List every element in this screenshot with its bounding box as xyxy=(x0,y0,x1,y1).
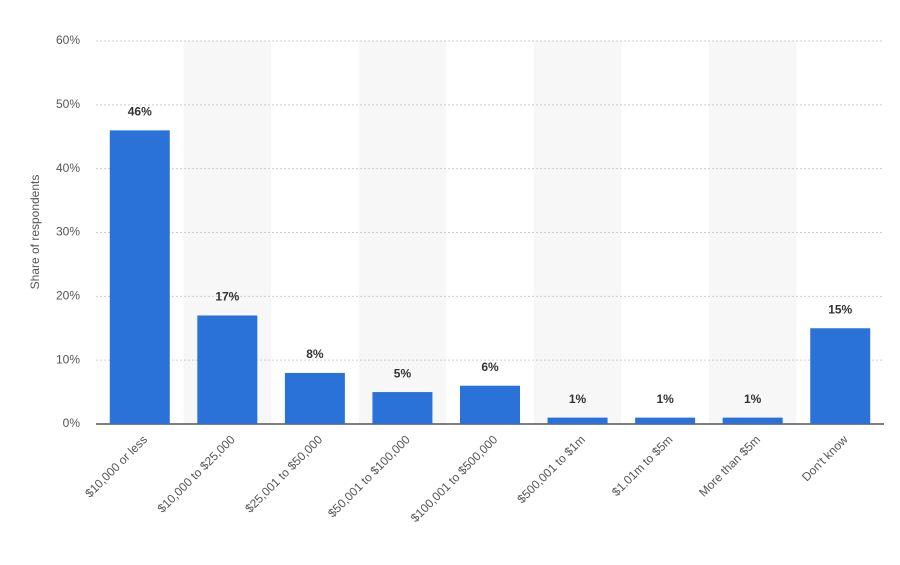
value-label: 15% xyxy=(828,302,852,316)
y-tick-label: 60% xyxy=(56,33,80,47)
bar xyxy=(810,328,871,424)
value-label: 6% xyxy=(481,360,499,374)
y-tick-label: 20% xyxy=(56,289,80,303)
bar xyxy=(722,417,783,424)
x-tick-label: $25,001 to $50,000 xyxy=(242,432,325,515)
value-label: 17% xyxy=(215,290,239,304)
x-tick-label: $10,000 or less xyxy=(82,432,150,500)
bar xyxy=(109,130,170,424)
y-axis-title: Share of respondents xyxy=(28,175,42,290)
x-tick-label: More than $5m xyxy=(696,432,763,499)
y-tick-label: 50% xyxy=(56,97,80,111)
value-label: 5% xyxy=(394,366,412,380)
value-label: 1% xyxy=(656,392,674,406)
x-tick-label: $50,001 to $100,000 xyxy=(325,432,413,520)
bar xyxy=(635,417,696,424)
y-tick-label: 30% xyxy=(56,225,80,239)
y-tick-label: 0% xyxy=(63,416,81,430)
value-label: 1% xyxy=(569,392,587,406)
x-tick-label: $500,001 to $1m xyxy=(514,432,588,506)
x-tick-label: Don't know xyxy=(799,432,851,484)
x-tick-label: $10,000 to $25,000 xyxy=(155,432,238,515)
y-tick-label: 40% xyxy=(56,161,80,175)
bar xyxy=(460,385,520,424)
y-tick-label: 10% xyxy=(56,352,80,366)
value-label: 1% xyxy=(744,392,762,406)
x-tick-label: $1.01m to $5m xyxy=(609,432,676,499)
bar xyxy=(372,392,433,424)
value-label: 8% xyxy=(306,347,324,361)
bar xyxy=(547,417,608,424)
bar xyxy=(197,315,258,424)
x-tick-label: $100,001 to $500,000 xyxy=(408,432,501,525)
value-label: 46% xyxy=(128,105,152,119)
bar xyxy=(284,372,345,424)
